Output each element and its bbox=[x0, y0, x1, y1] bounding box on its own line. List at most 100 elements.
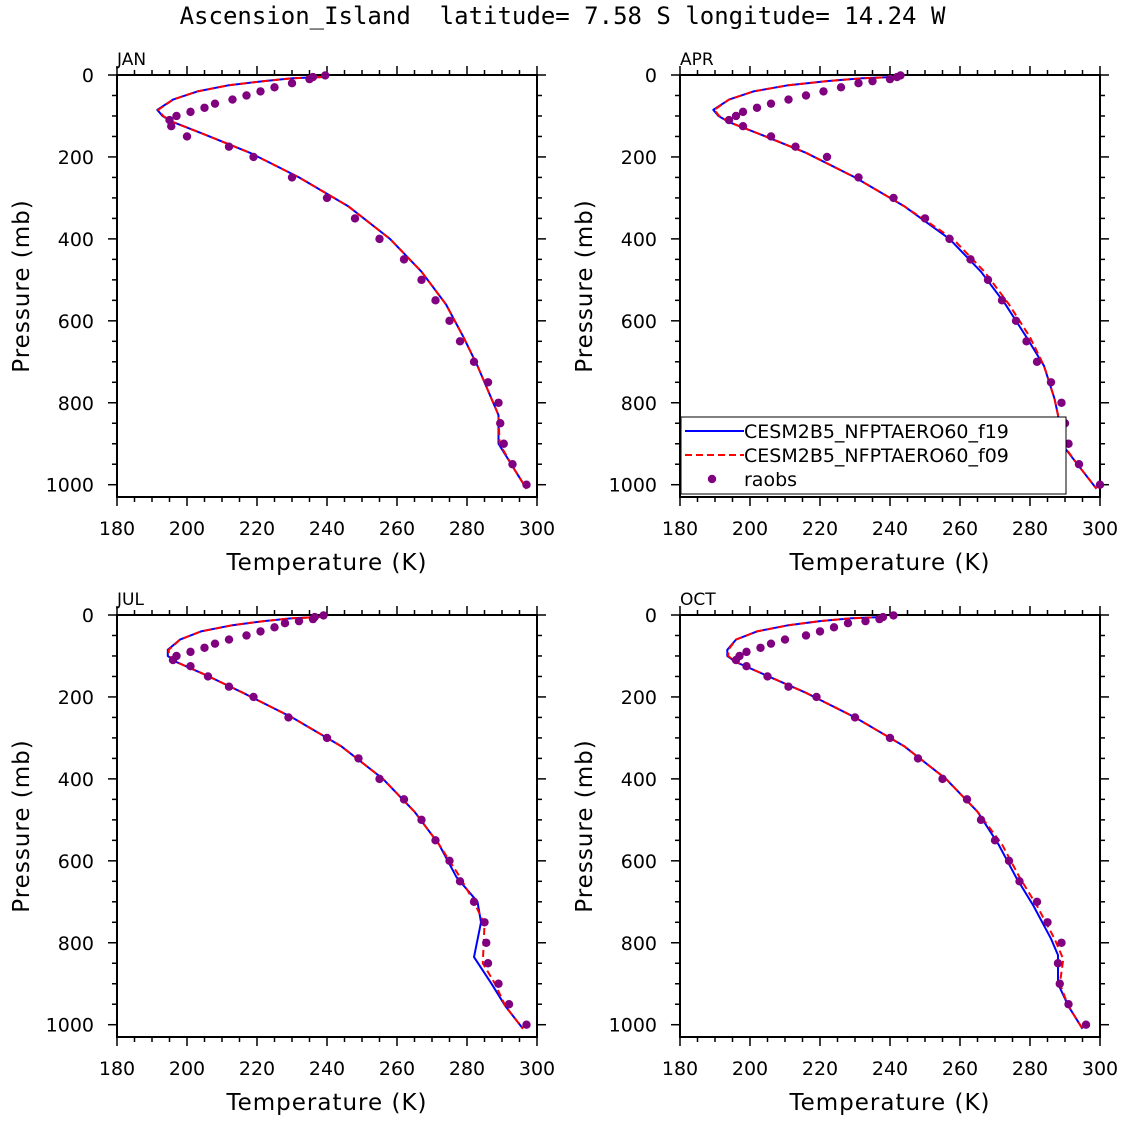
raobs-point bbox=[305, 74, 314, 84]
raobs-point bbox=[294, 616, 304, 626]
raobs-point bbox=[1055, 979, 1064, 988]
chart-panel-jan: 180 200 220 240 260 280 300 0 200 400 600 800 1000 Te… bbox=[9, 50, 555, 576]
raobs-point bbox=[210, 639, 220, 648]
raobs-point bbox=[242, 91, 251, 100]
x-tick-label: 280 bbox=[449, 1058, 485, 1080]
raobs-point bbox=[494, 398, 503, 407]
y-tick-label: 400 bbox=[621, 769, 657, 791]
series-line-cesm2b5-nfptaero60-f19 bbox=[726, 616, 1084, 1030]
raobs-point bbox=[469, 897, 479, 906]
legend-label: CESM2B5_NFPTAERO60_f09 bbox=[744, 445, 1009, 467]
x-tick-label: 180 bbox=[662, 1058, 698, 1080]
y-axis-label: Pressure (mb) bbox=[572, 199, 598, 372]
raobs-point bbox=[482, 938, 491, 947]
raobs-point bbox=[766, 99, 776, 108]
x-tick-label: 280 bbox=[449, 518, 485, 540]
raobs-point bbox=[889, 611, 898, 620]
x-tick-label: 240 bbox=[872, 518, 908, 540]
y-tick-label: 400 bbox=[58, 229, 94, 251]
x-tick-label: 300 bbox=[519, 1058, 555, 1080]
y-tick-label: 1000 bbox=[609, 475, 657, 497]
raobs-point bbox=[850, 713, 860, 722]
raobs-point bbox=[815, 627, 825, 636]
x-tick-label: 240 bbox=[309, 1058, 345, 1080]
raobs-point bbox=[997, 296, 1007, 305]
raobs-point bbox=[200, 643, 209, 652]
raobs-point bbox=[861, 616, 870, 626]
raobs-point bbox=[182, 132, 192, 141]
raobs-point bbox=[784, 682, 793, 691]
raobs-point bbox=[172, 111, 181, 121]
y-tick-label: 400 bbox=[58, 769, 94, 791]
raobs-point bbox=[742, 662, 751, 671]
raobs-point bbox=[287, 78, 297, 88]
raobs-point bbox=[868, 76, 877, 86]
plot-area bbox=[156, 76, 528, 490]
raobs-point bbox=[284, 713, 293, 722]
raobs-point bbox=[843, 618, 853, 628]
raobs-point bbox=[1057, 938, 1066, 947]
y-tick-label: 200 bbox=[58, 687, 94, 709]
raobs-point bbox=[431, 836, 440, 845]
raobs-point bbox=[780, 635, 790, 644]
raobs-point bbox=[784, 95, 793, 104]
y-tick-label: 200 bbox=[621, 687, 657, 709]
raobs-point bbox=[756, 643, 765, 652]
raobs-point bbox=[938, 774, 947, 784]
x-tick-label: 220 bbox=[239, 1058, 275, 1080]
raobs-point bbox=[1064, 1000, 1073, 1009]
raobs-point bbox=[885, 733, 895, 743]
series-line-cesm2b5-nfptaero60-f19 bbox=[166, 616, 524, 1030]
raobs-point bbox=[354, 754, 363, 763]
raobs-point bbox=[186, 647, 195, 657]
x-tick-label: 200 bbox=[732, 1058, 768, 1080]
x-tick-label: 220 bbox=[239, 518, 275, 540]
plot-frame bbox=[116, 614, 538, 1038]
panel-title: JUL bbox=[116, 590, 144, 610]
raobs-point bbox=[499, 439, 508, 448]
raobs-point bbox=[167, 122, 176, 131]
y-tick-label: 600 bbox=[621, 311, 657, 333]
raobs-point bbox=[801, 91, 811, 100]
raobs-point bbox=[724, 115, 734, 125]
raobs-point bbox=[322, 193, 332, 203]
raobs-point bbox=[738, 122, 748, 131]
raobs-point bbox=[249, 692, 258, 702]
raobs-point bbox=[966, 255, 975, 264]
raobs-point bbox=[1022, 337, 1031, 346]
raobs-point bbox=[1032, 897, 1042, 906]
raobs-point bbox=[1032, 357, 1042, 366]
y-tick-label: 800 bbox=[58, 393, 94, 415]
raobs-point bbox=[224, 635, 234, 644]
legend-label: raobs bbox=[744, 469, 797, 491]
raobs-point bbox=[522, 480, 531, 489]
raobs-point bbox=[249, 152, 258, 162]
raobs-point bbox=[375, 234, 384, 244]
raobs-point bbox=[1074, 460, 1084, 469]
raobs-point bbox=[445, 316, 454, 326]
x-tick-label: 240 bbox=[309, 518, 345, 540]
raobs-point bbox=[1081, 1020, 1091, 1029]
x-tick-label: 200 bbox=[732, 518, 768, 540]
x-tick-label: 180 bbox=[99, 518, 135, 540]
x-axis-label: Temperature (K) bbox=[225, 1090, 427, 1116]
y-axis-label: Pressure (mb) bbox=[9, 739, 35, 912]
raobs-point bbox=[224, 682, 234, 691]
x-tick-label: 180 bbox=[99, 1058, 135, 1080]
raobs-point bbox=[494, 979, 503, 988]
raobs-point bbox=[763, 672, 772, 681]
raobs-point bbox=[854, 173, 863, 182]
raobs-point bbox=[270, 623, 279, 632]
raobs-point bbox=[350, 214, 360, 223]
y-tick-label: 1000 bbox=[609, 1015, 657, 1037]
x-axis-label: Temperature (K) bbox=[788, 1090, 990, 1116]
y-tick-label: 0 bbox=[82, 65, 94, 87]
x-tick-label: 220 bbox=[802, 1058, 838, 1080]
raobs-point bbox=[731, 655, 741, 665]
raobs-point bbox=[319, 611, 328, 620]
x-tick-label: 200 bbox=[169, 1058, 205, 1080]
x-tick-label: 180 bbox=[662, 518, 698, 540]
raobs-point bbox=[200, 103, 209, 112]
raobs-point bbox=[1015, 877, 1024, 886]
plot-frame bbox=[116, 74, 538, 498]
